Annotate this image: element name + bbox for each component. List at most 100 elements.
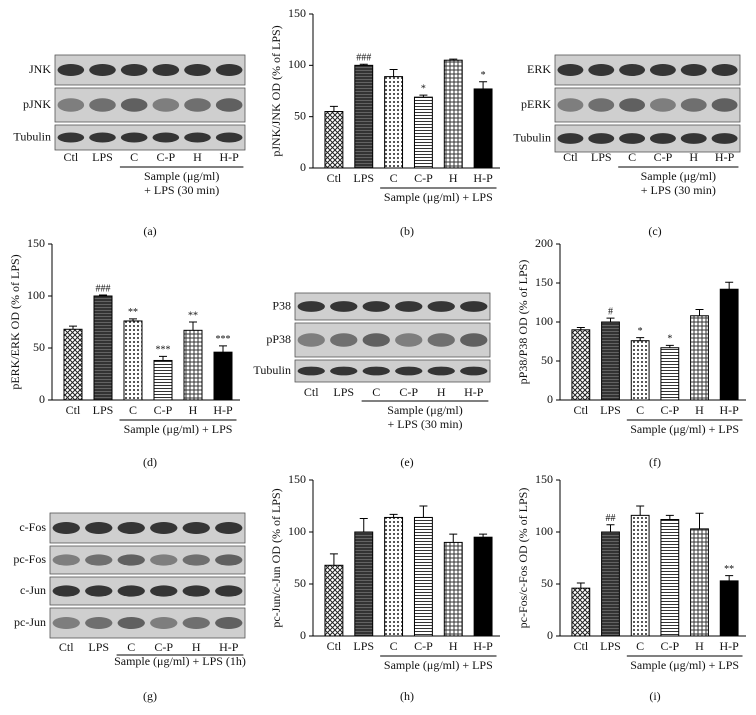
lane-label: Ctl [563,150,578,164]
error-bar [389,513,398,518]
bar [630,340,650,401]
blot-strip [54,124,246,151]
lane-label: H [192,640,201,654]
y-axis-label: pc-Jun/c-Jun OD (% of LPS) [269,488,283,627]
bar [719,288,739,401]
blot-band [297,333,325,347]
blot-band [619,133,646,144]
significance-label: * [667,334,672,345]
row-label: P38 [272,298,291,312]
blot-band [184,64,211,76]
lane-label: H [689,150,698,164]
lane-label: H-P [464,385,484,399]
blot-strip [294,292,491,321]
y-axis-label: pc-Fos/c-Fos OD (% of LPS) [516,488,530,629]
bar [601,321,620,401]
blot-band [57,98,85,112]
lane-label: C-P [154,640,173,654]
bar [384,76,404,169]
x-tick-label: Ctl [573,639,588,653]
blot-band [215,585,243,597]
row-label: Tubulin [253,363,291,377]
group-label: Sample (μg/ml) + LPS [630,658,739,672]
sample-label: Sample (μg/ml) + LPS (1h) [114,654,246,668]
blot-band [649,98,676,112]
bar [413,96,433,169]
x-tick-label: H-P [473,171,493,185]
panel-label: (b) [400,224,414,238]
bar [719,580,739,637]
lane-label: H-P [715,150,735,164]
error-bar [99,294,107,296]
bar [413,516,433,637]
x-tick-label: H-P [719,403,739,417]
blot-band [588,64,615,76]
blot-band [85,522,113,534]
blot-band [152,98,180,112]
blot-band [117,585,145,597]
blot-band [215,132,243,143]
lane-label: LPS [92,150,113,164]
bar [571,587,591,637]
y-tick-label: 100 [535,314,553,328]
blot-band [395,301,423,312]
x-tick-label: Ctl [66,403,81,417]
blot-band [330,333,358,347]
lane-label: Ctl [304,385,319,399]
row-label: Tubulin [513,130,551,144]
x-tick-label: LPS [600,639,621,653]
blot-band [52,585,80,597]
blot-band [117,617,145,629]
blot-band [117,554,145,566]
x-tick-label: C [636,639,644,653]
bar [93,295,113,401]
x-tick-label: Ctl [573,403,588,417]
y-tick-label: 100 [535,524,553,538]
error-bar [69,325,77,330]
row-label: ERK [527,62,551,76]
blot-band [152,64,180,76]
blot-band [619,64,646,76]
error-bar [449,533,458,543]
blot-band [460,301,488,312]
x-tick-label: H [449,639,458,653]
y-tick-label: 0 [300,628,306,642]
lane-label: LPS [88,640,109,654]
significance-label: * [481,70,486,81]
blot-band [619,98,646,112]
blot-band [182,522,210,534]
lane-label: C [372,385,380,399]
blot-band [85,617,113,629]
panel-label: (c) [648,224,661,238]
y-tick-label: 0 [547,392,553,406]
x-tick-label: H-P [473,639,493,653]
blot-band [184,132,211,143]
row-label: Tubulin [13,129,51,143]
bar [660,347,680,401]
blot-band [395,333,423,347]
row-label: pJNK [23,97,51,111]
lane-label: H-P [219,150,239,164]
error-bar [479,81,488,89]
x-tick-label: C-P [660,639,679,653]
panel-label: (e) [400,455,413,469]
row-label: pc-Jun [14,615,46,629]
blot-band [215,554,243,566]
blot-band [711,133,738,144]
bar [660,519,680,637]
y-tick-label: 50 [541,353,553,367]
blot-band [588,98,615,112]
lane-label: C [127,640,135,654]
blot-band [680,98,707,112]
treatment-label: + LPS (30 min) [387,417,462,431]
blot-band [557,133,584,144]
blot-band [182,554,210,566]
blot-band [150,585,178,597]
blot-strip [49,607,246,639]
treatment-label: + LPS (30 min) [641,183,716,197]
row-label: JNK [29,62,51,76]
blot-band [427,366,455,376]
error-bar [329,105,338,112]
sample-label: Sample (μg/ml) [387,403,462,417]
